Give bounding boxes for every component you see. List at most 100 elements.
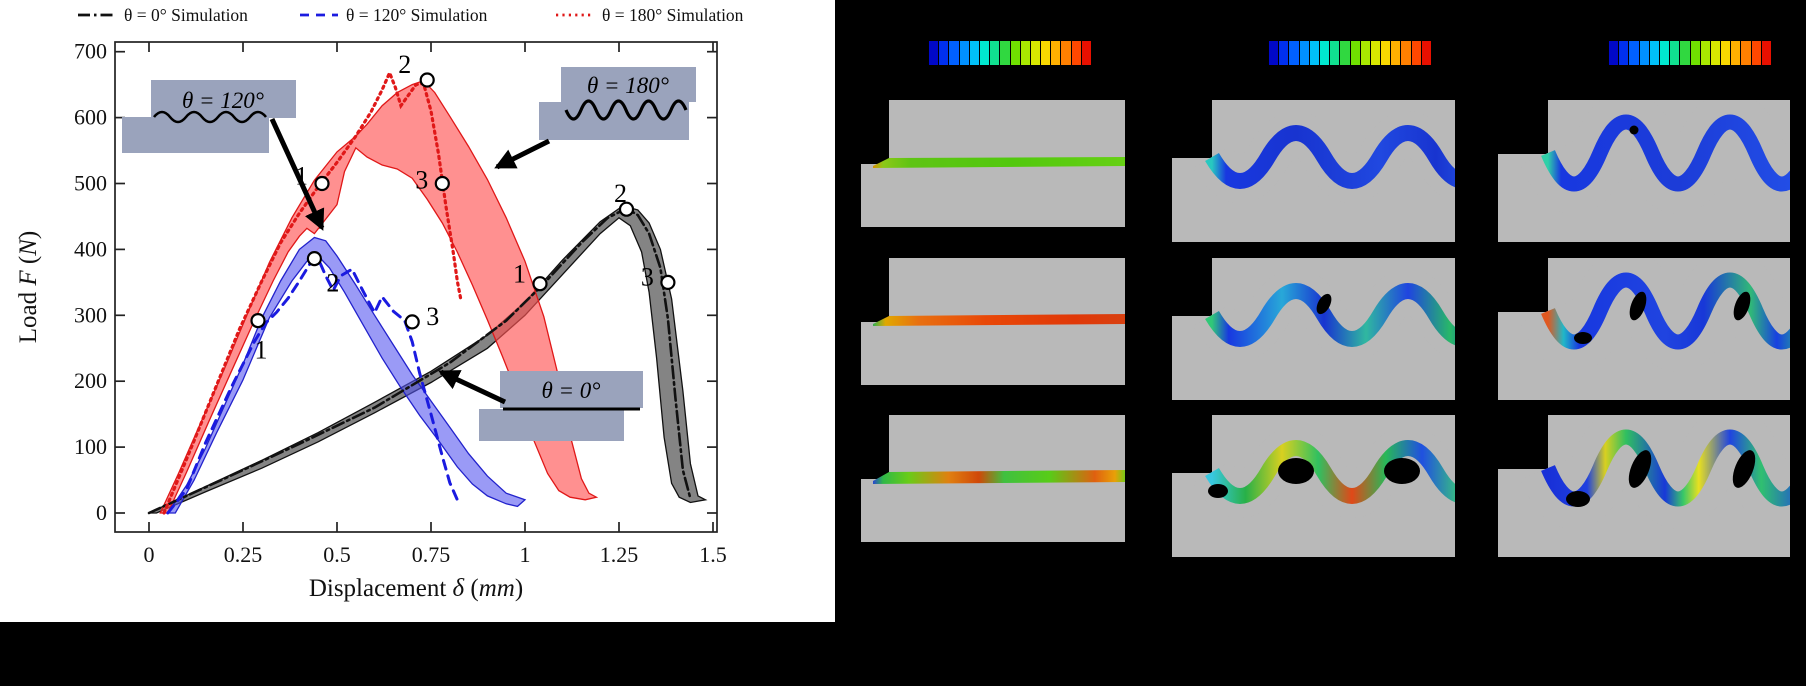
colorbar-segment [1288,40,1299,66]
stage-marker [532,276,548,292]
colorbar-segment [1699,40,1710,66]
stage-marker-number: 1 [255,336,268,365]
colorbar-segment [1410,40,1421,66]
fem-flat-stage2-image [861,258,1125,385]
x-tick-label: 0.5 [323,542,351,567]
colorbar-segment [1750,40,1761,66]
colorbar-segment [999,40,1010,66]
colorbar-segment [1679,40,1690,66]
legend: θ = 0° Simulation θ = 120° Simulation θ = … [78,5,744,25]
colorbar-segment [1618,40,1629,66]
colorbar-segment [1420,40,1432,66]
colorbar-segment [958,40,969,66]
annotation-label: θ = 0° [541,378,600,403]
stage-marker-number: 2 [398,50,411,79]
colorbar-segment [1658,40,1670,66]
fem-deep-wavy-stage3-image [1498,407,1806,557]
colorbar-segment [928,40,939,66]
fem-wavy-stage3-image [1172,415,1511,557]
fem-flat-stage3 [845,415,1125,557]
x-tick-label: 1.5 [699,542,727,567]
y-tick-label: 300 [74,302,107,327]
stage-marker-number: 1 [295,162,308,191]
colorbar-segment [1029,40,1041,66]
y-axis-label: Load F (N) [15,231,42,344]
colorbar-segment [1308,40,1319,66]
colorbar-segment [1400,40,1411,66]
load-displacement-chart: 0 0.25 0.5 0.75 1 1.25 1.5 0 100 200 300 400 500 600 7… [0,0,835,622]
colorbar-segment [1380,40,1391,66]
colorbar-segment [1760,40,1772,66]
annotation-label: θ = 120° [182,88,264,113]
colorbar-segment [1709,40,1721,66]
stage-marker-number: 3 [426,302,439,331]
colorbar-segment [1339,40,1350,66]
theta-120-experiment-band-and-simulation-band [166,236,527,514]
annotation: θ = 120° [122,80,325,231]
x-tick-label: 0 [144,542,155,567]
stage-marker-number: 1 [513,260,526,289]
fem-deep-wavy-stage2 [1498,250,1806,400]
colorbar-segment [1298,40,1309,66]
colorbar-jet [1268,40,1432,66]
stage-marker [250,313,266,329]
colorbar-segment [1689,40,1700,66]
colorbar-segment [1268,40,1279,66]
fem-flat-stage3-image [861,415,1125,542]
annotation: θ = 0° [438,369,643,441]
annotation-arrow [494,138,551,170]
fem-wavy-stage2-image [1172,258,1511,400]
colorbar-segment [1019,40,1030,66]
load-displacement-plot: 0 0.25 0.5 0.75 1 1.25 1.5 0 100 200 300 400 500 600 7… [0,0,835,622]
colorbar-segment [1329,40,1340,66]
fem-flat-stage2 [845,258,1125,400]
interface-shape-glyph [152,110,268,124]
y-tick-label: 400 [74,236,107,261]
colorbar-segment [1669,40,1680,66]
stage-marker [314,175,330,192]
x-tick-label: 1 [520,542,531,567]
x-axis-label: Displacement δ (mm) [309,575,523,602]
colorbar-segment [1359,40,1370,66]
y-tick-label: 100 [74,434,107,459]
stage-marker-number: 3 [641,262,654,291]
y-tick-label: 200 [74,368,107,393]
legend-label: θ = 120° Simulation [346,5,488,25]
colorbar-segment [938,40,949,66]
y-tick-label: 700 [74,39,107,64]
colorbar-segment [968,40,979,66]
theta-120-experiment-band-and-simulation-sim-line [166,256,459,515]
annotation-arrow [269,117,325,231]
axes: 0 0.25 0.5 0.75 1 1.25 1.5 0 100 200 300 400 500 600 7… [74,39,727,567]
colorbar-segment [1278,40,1289,66]
colorbar-segment [989,40,1000,66]
colorbar-segment [1070,40,1081,66]
fem-flat-stage1-image [861,100,1125,227]
colorbar-segment [948,40,959,66]
colorbar-segment [1648,40,1659,66]
annotation: θ = 180° [494,67,696,170]
colorbar-segment [1608,40,1619,66]
stage-marker [404,314,420,330]
colorbar-segment [1318,40,1330,66]
fem-deep-wavy-stage2-image [1498,250,1806,400]
stage-marker [419,72,435,88]
fem-wavy-stage1-image [1172,100,1511,242]
colorbar-segment [1740,40,1751,66]
theta-180-experiment-band-and-simulation-band [159,79,599,514]
colorbar-segment [1638,40,1649,66]
y-tick-label: 500 [74,171,107,196]
colorbar-segment [978,40,990,66]
x-tick-label: 1.25 [600,542,639,567]
colorbar-segment [1009,40,1020,66]
fem-deep-wavy-stage1 [1498,92,1806,242]
colorbar-segment [1040,40,1051,66]
x-tick-label: 0.75 [412,542,451,567]
y-tick-label: 0 [96,500,107,525]
colorbar-jet [928,40,1092,66]
colorbar-segment [1369,40,1381,66]
x-tick-label: 0.25 [224,542,263,567]
colorbar-segment [1390,40,1401,66]
colorbar-segment [1349,40,1360,66]
colorbar-segment [1628,40,1639,66]
